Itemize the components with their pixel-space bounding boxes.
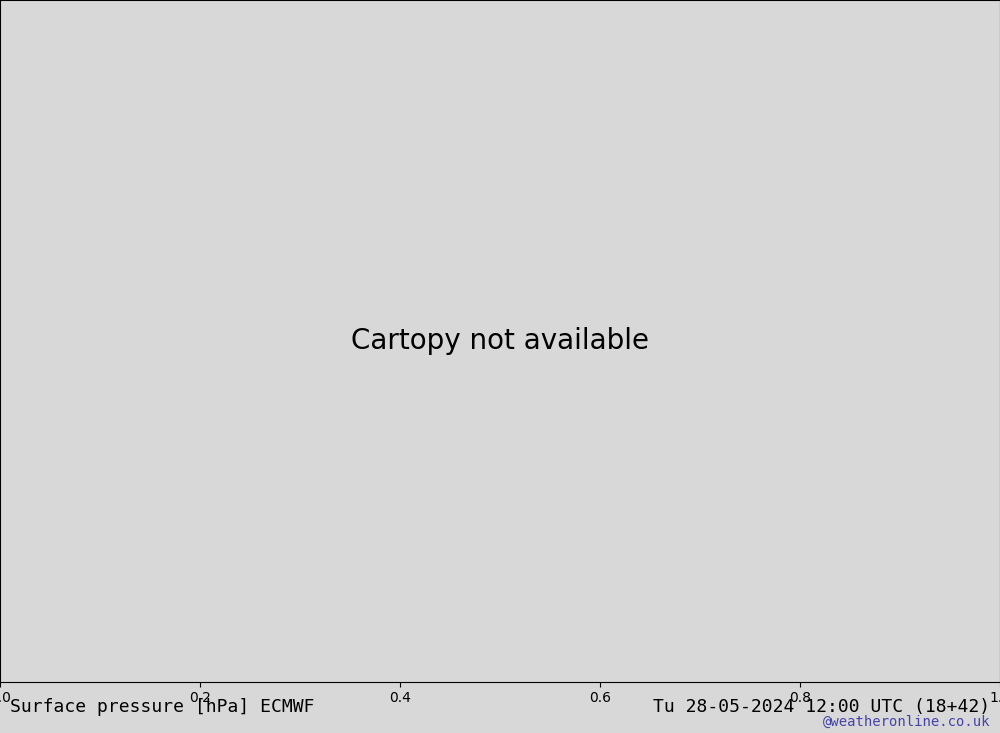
Text: @weatheronline.co.uk: @weatheronline.co.uk <box>822 715 990 729</box>
Text: Cartopy not available: Cartopy not available <box>351 327 649 355</box>
Text: Tu 28-05-2024 12:00 UTC (18+42): Tu 28-05-2024 12:00 UTC (18+42) <box>653 699 990 716</box>
Text: Surface pressure [hPa] ECMWF: Surface pressure [hPa] ECMWF <box>10 699 314 716</box>
